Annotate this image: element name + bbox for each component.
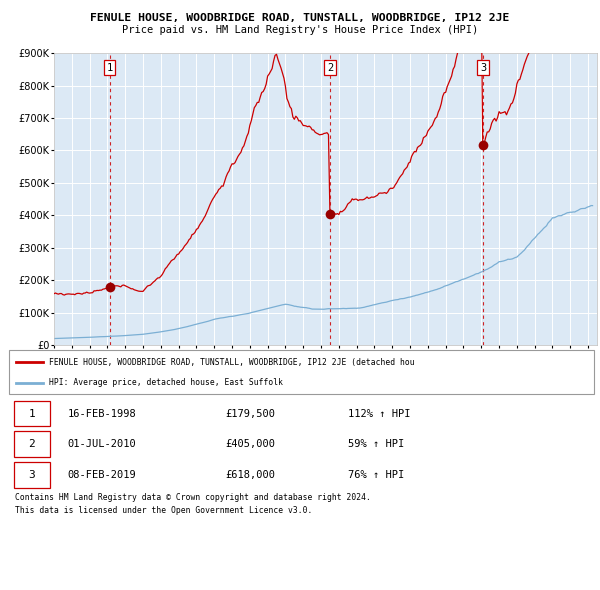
FancyBboxPatch shape [14,401,50,427]
Text: 1: 1 [28,409,35,418]
Text: 112% ↑ HPI: 112% ↑ HPI [348,409,411,418]
Text: This data is licensed under the Open Government Licence v3.0.: This data is licensed under the Open Gov… [15,506,313,515]
Text: HPI: Average price, detached house, East Suffolk: HPI: Average price, detached house, East… [49,378,283,387]
Text: £179,500: £179,500 [226,409,275,418]
Text: £618,000: £618,000 [226,470,275,480]
Text: 2: 2 [28,440,35,449]
Text: 16-FEB-1998: 16-FEB-1998 [67,409,136,418]
Text: 1: 1 [106,63,113,73]
Text: 59% ↑ HPI: 59% ↑ HPI [348,440,404,449]
Text: 76% ↑ HPI: 76% ↑ HPI [348,470,404,480]
Text: £405,000: £405,000 [226,440,275,449]
Text: FENULE HOUSE, WOODBRIDGE ROAD, TUNSTALL, WOODBRIDGE, IP12 2JE: FENULE HOUSE, WOODBRIDGE ROAD, TUNSTALL,… [91,13,509,23]
Text: 01-JUL-2010: 01-JUL-2010 [67,440,136,449]
FancyBboxPatch shape [14,462,50,488]
Text: 2: 2 [327,63,333,73]
Text: 3: 3 [480,63,486,73]
Text: 3: 3 [28,470,35,480]
Text: Price paid vs. HM Land Registry's House Price Index (HPI): Price paid vs. HM Land Registry's House … [122,25,478,35]
Text: 08-FEB-2019: 08-FEB-2019 [67,470,136,480]
Text: FENULE HOUSE, WOODBRIDGE ROAD, TUNSTALL, WOODBRIDGE, IP12 2JE (detached hou: FENULE HOUSE, WOODBRIDGE ROAD, TUNSTALL,… [49,358,415,366]
Text: Contains HM Land Registry data © Crown copyright and database right 2024.: Contains HM Land Registry data © Crown c… [15,493,371,502]
FancyBboxPatch shape [14,431,50,457]
FancyBboxPatch shape [9,350,594,394]
